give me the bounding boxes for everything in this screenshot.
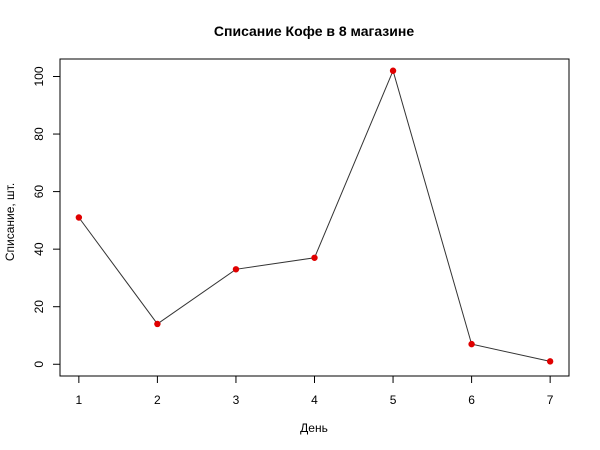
x-tick-label: 3 bbox=[233, 393, 240, 407]
x-tick-label: 2 bbox=[154, 393, 161, 407]
data-point bbox=[232, 266, 240, 273]
x-axis: 1 2 3 4 5 6 7 bbox=[76, 375, 554, 407]
data-point bbox=[468, 340, 475, 348]
x-tick-label: 1 bbox=[76, 393, 83, 407]
series-line bbox=[78, 69, 551, 362]
data-point bbox=[311, 254, 318, 261]
data-point bbox=[75, 214, 83, 221]
data-point bbox=[546, 358, 554, 365]
x-tick-label: 6 bbox=[468, 393, 475, 407]
y-axis: 0 20 40 60 80 100 bbox=[32, 66, 61, 368]
series-line-group bbox=[78, 69, 551, 362]
y-tick-label: 0 bbox=[32, 361, 46, 368]
y-tick-label: 20 bbox=[32, 300, 46, 314]
chart-title: Списание Кофе в 8 магазине bbox=[214, 23, 414, 39]
x-tick-label: 4 bbox=[311, 393, 318, 407]
y-tick-label: 60 bbox=[32, 185, 46, 199]
data-points-group bbox=[75, 67, 554, 365]
plot-area bbox=[59, 58, 570, 377]
data-point bbox=[154, 320, 161, 328]
y-tick-label: 80 bbox=[32, 127, 46, 141]
y-tick-label: 100 bbox=[32, 66, 46, 86]
y-axis-label: Списание, шт. bbox=[3, 183, 17, 261]
plot-border bbox=[59, 58, 570, 377]
y-tick-label: 40 bbox=[32, 242, 46, 256]
data-point bbox=[389, 67, 397, 74]
x-axis-label: День bbox=[300, 421, 328, 435]
x-tick-label: 7 bbox=[547, 393, 554, 407]
x-tick-label: 5 bbox=[390, 393, 397, 407]
